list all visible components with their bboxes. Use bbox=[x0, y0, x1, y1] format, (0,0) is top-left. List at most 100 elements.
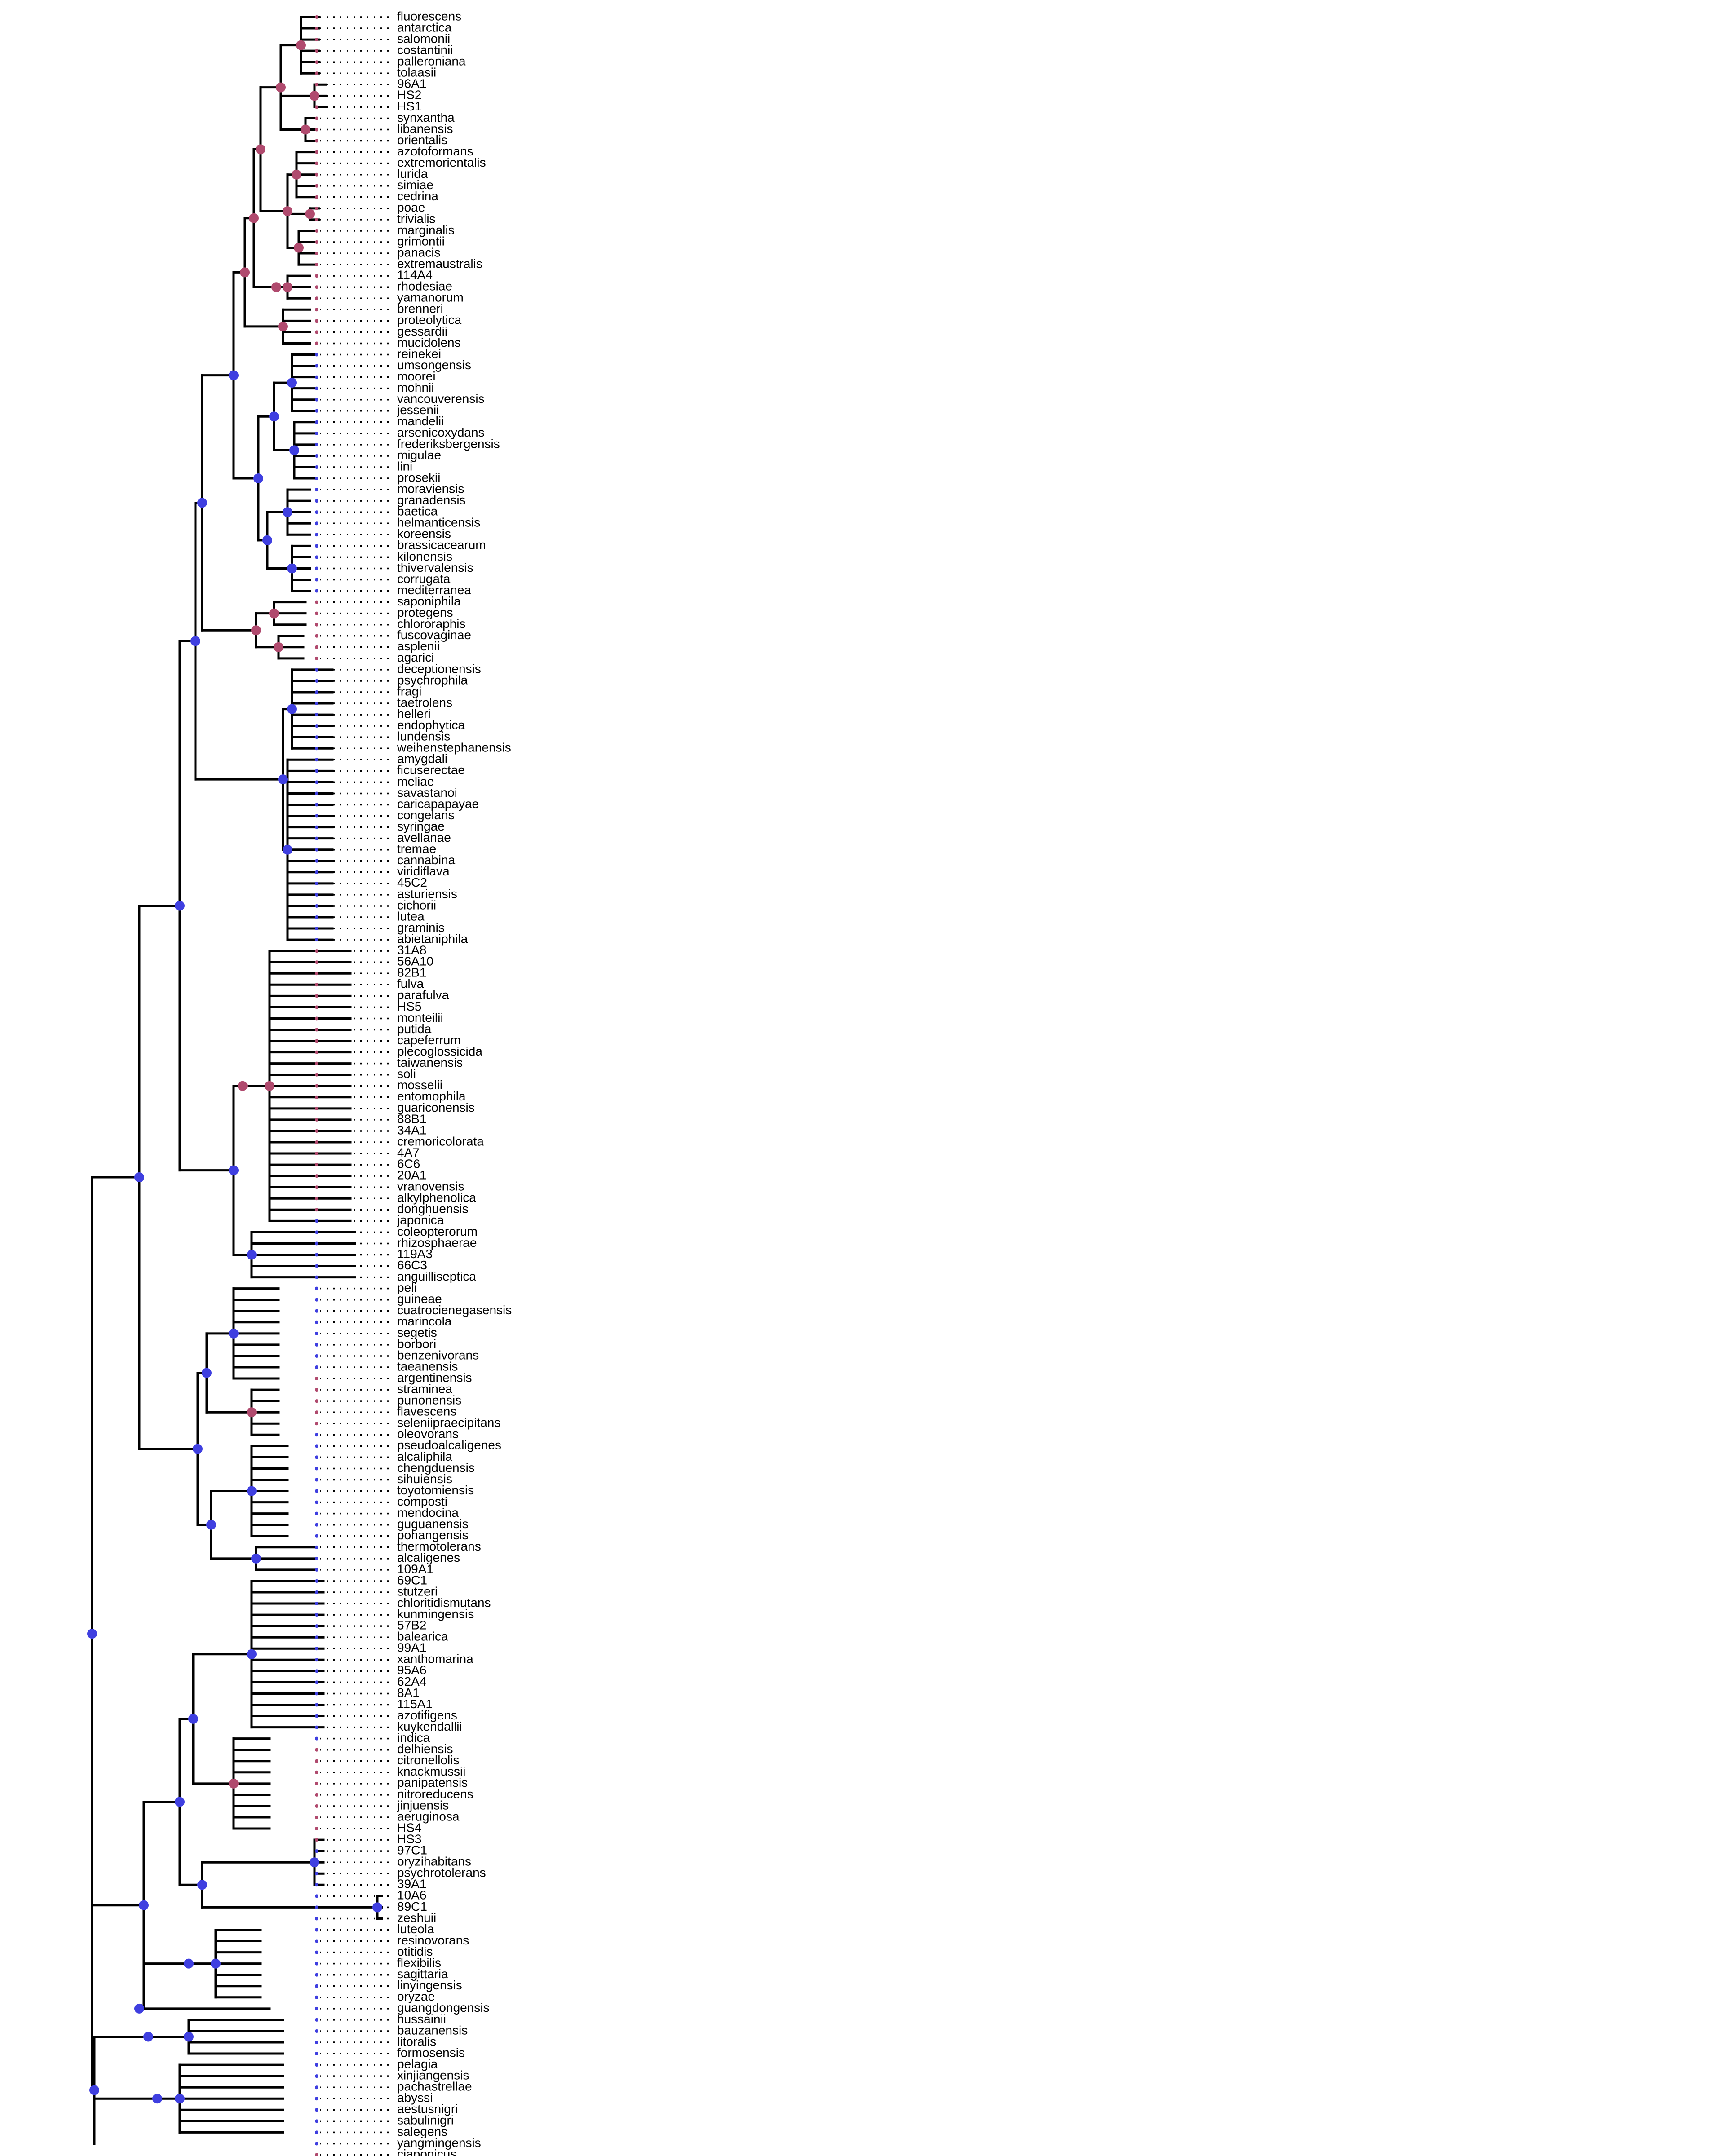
tip-marker bbox=[315, 229, 318, 233]
tip-marker bbox=[315, 578, 318, 582]
tip-marker bbox=[315, 296, 318, 300]
tip-label: chengduensis bbox=[397, 1461, 475, 1475]
tip-marker bbox=[315, 1602, 318, 1606]
tip-marker bbox=[315, 1489, 318, 1493]
tip-label: syringae bbox=[397, 819, 445, 833]
tip-label: entomophila bbox=[397, 1089, 466, 1103]
node-marker bbox=[229, 1165, 239, 1175]
tip-marker bbox=[315, 285, 318, 289]
tip-marker bbox=[315, 747, 318, 751]
tip-label: deceptionensis bbox=[397, 662, 481, 676]
node-marker bbox=[251, 625, 261, 636]
node-marker bbox=[229, 370, 239, 380]
tip-label: abietaniphila bbox=[397, 932, 468, 945]
tip-marker bbox=[315, 1354, 318, 1358]
tip-label: ficuserectae bbox=[397, 763, 465, 777]
tip-marker bbox=[315, 1152, 318, 1156]
tip-label: straminea bbox=[397, 1382, 452, 1396]
tip-marker bbox=[315, 1523, 318, 1527]
tip-marker bbox=[315, 1410, 318, 1414]
tip-marker bbox=[315, 1343, 318, 1347]
tip-label: 69C1 bbox=[397, 1573, 427, 1587]
tip-label: lundensis bbox=[397, 729, 450, 743]
tip-marker bbox=[315, 1095, 318, 1099]
tip-label: balearica bbox=[397, 1630, 448, 1644]
tip-marker bbox=[315, 803, 318, 807]
node-marker bbox=[134, 2003, 144, 2014]
tip-label: cjaponicus bbox=[397, 2147, 456, 2156]
tip-marker bbox=[315, 1917, 318, 1921]
tip-label: 4A7 bbox=[397, 1145, 420, 1159]
tip-marker bbox=[315, 94, 318, 98]
tip-marker bbox=[315, 667, 318, 672]
tip-label: argentinensis bbox=[397, 1370, 472, 1384]
tip-marker bbox=[315, 927, 318, 931]
tip-label: 97C1 bbox=[397, 1843, 427, 1857]
tip-marker bbox=[315, 1748, 318, 1752]
tip-label: koreensis bbox=[397, 527, 451, 541]
tip-marker bbox=[315, 1669, 318, 1673]
tip-label: HS4 bbox=[397, 1820, 421, 1834]
tip-marker bbox=[315, 1129, 318, 1133]
tip-label: guangdongensis bbox=[397, 2001, 490, 2015]
tip-label: salegens bbox=[397, 2125, 447, 2138]
node-marker bbox=[283, 206, 292, 216]
tip-marker bbox=[315, 2018, 318, 2022]
tip-label: alcaliphila bbox=[397, 1449, 452, 1463]
tip-marker bbox=[315, 1714, 318, 1718]
tip-label: cremoricolorata bbox=[397, 1134, 484, 1148]
tip-label: jinjuensis bbox=[397, 1798, 449, 1812]
tip-label: toyotomiensis bbox=[397, 1483, 474, 1497]
tip-label: hussainii bbox=[397, 2012, 446, 2026]
tip-marker bbox=[315, 1883, 318, 1887]
tip-label: mediterranea bbox=[397, 583, 471, 597]
tip-marker bbox=[315, 1455, 318, 1459]
tip-marker bbox=[315, 1703, 318, 1707]
tip-label: costantinii bbox=[397, 43, 453, 57]
tip-marker bbox=[315, 217, 318, 221]
tip-marker bbox=[315, 27, 318, 31]
tip-label: baetica bbox=[397, 504, 438, 518]
tip-label: 20A1 bbox=[397, 1168, 426, 1182]
node-marker bbox=[289, 445, 299, 455]
tip-label: congelans bbox=[397, 808, 455, 822]
tip-label: composti bbox=[397, 1494, 447, 1508]
tip-marker bbox=[315, 1759, 318, 1763]
tip-label: aestusnigri bbox=[397, 2102, 458, 2116]
tip-label: punonensis bbox=[397, 1393, 461, 1407]
tip-label: HS1 bbox=[397, 99, 421, 113]
tip-marker bbox=[315, 1635, 318, 1639]
tip-label: aeruginosa bbox=[397, 1809, 460, 1823]
tip-label: donghuensis bbox=[397, 1202, 469, 1216]
tip-marker bbox=[315, 983, 318, 987]
tip-marker bbox=[315, 375, 318, 379]
tip-marker bbox=[315, 116, 318, 120]
tip-marker bbox=[315, 1467, 318, 1471]
tip-label: peli bbox=[397, 1281, 417, 1294]
tip-marker bbox=[315, 679, 318, 683]
node-marker bbox=[262, 535, 272, 545]
tip-marker bbox=[315, 949, 318, 953]
tip-marker bbox=[315, 409, 318, 413]
tip-label: luteola bbox=[397, 1922, 434, 1936]
tip-marker bbox=[315, 1511, 318, 1515]
tip-label: zeshuii bbox=[397, 1911, 436, 1925]
tip-label: helmanticensis bbox=[397, 516, 480, 530]
tip-label: lurida bbox=[397, 167, 428, 181]
tip-label: vancouverensis bbox=[397, 392, 485, 406]
tip-label: corrugata bbox=[397, 572, 451, 586]
tip-label: nitroreducens bbox=[397, 1787, 473, 1801]
node-marker bbox=[87, 1629, 97, 1639]
node-marker bbox=[197, 498, 207, 508]
node-marker bbox=[184, 1958, 194, 1969]
tip-label: HS2 bbox=[397, 88, 421, 102]
tip-marker bbox=[315, 2108, 318, 2112]
tip-label: formosensis bbox=[397, 2046, 465, 2059]
tip-label: cedrina bbox=[397, 189, 438, 203]
tip-marker bbox=[315, 1568, 318, 1572]
node-marker bbox=[193, 1444, 203, 1454]
tip-marker bbox=[315, 1770, 318, 1774]
tip-marker bbox=[315, 71, 318, 75]
tip-label: litoralis bbox=[397, 2034, 436, 2048]
tip-marker bbox=[315, 1106, 318, 1110]
